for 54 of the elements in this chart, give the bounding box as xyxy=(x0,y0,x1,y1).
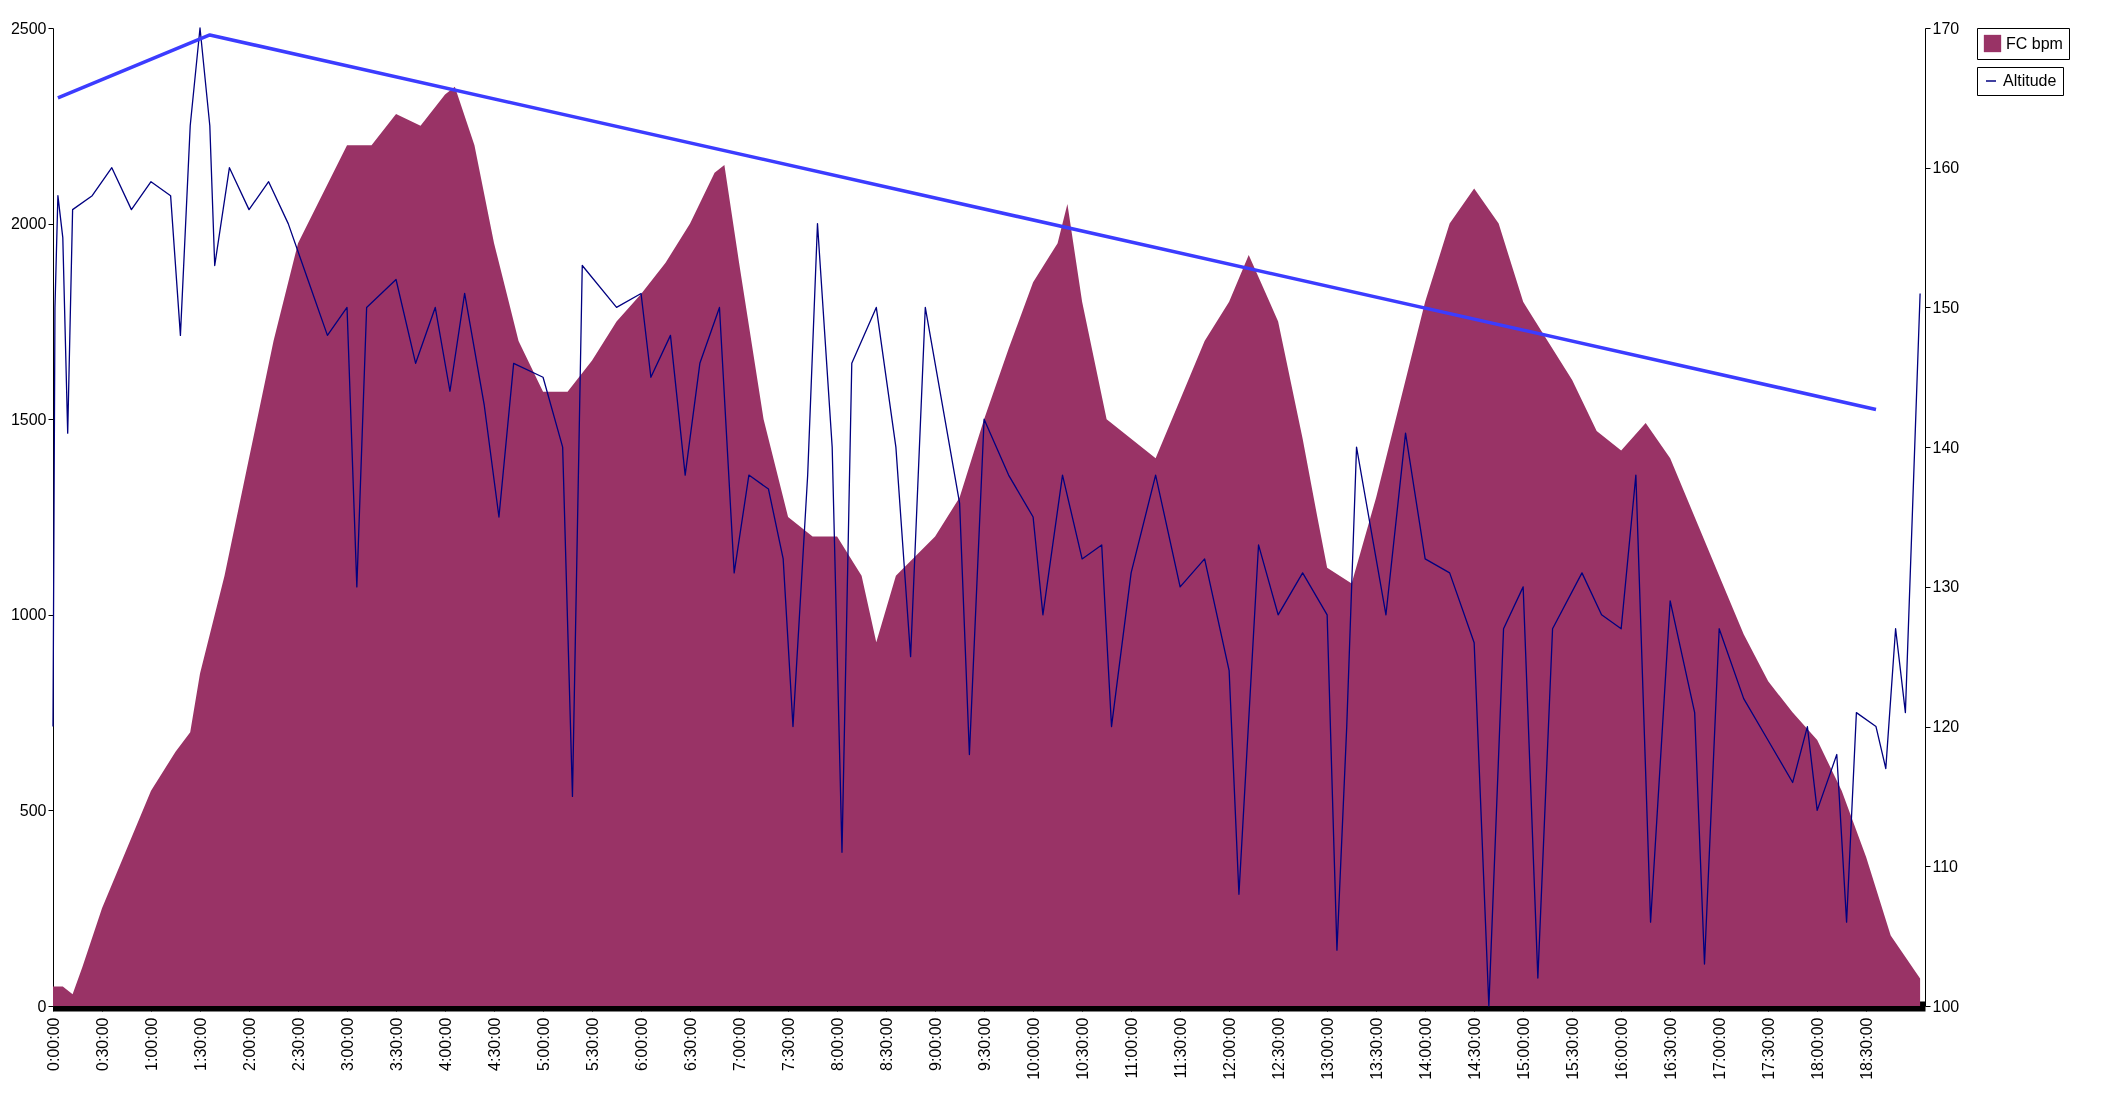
x-tick-label: 15:30:00 xyxy=(1563,1017,1581,1080)
x-tick-label: 9:30:00 xyxy=(975,1017,993,1071)
x-tick-label: 18:30:00 xyxy=(1857,1017,1875,1080)
y2-tick-label: 150 xyxy=(1932,298,1960,316)
x-tick-label: 13:00:00 xyxy=(1318,1017,1336,1080)
legend-label: Altitude xyxy=(2003,72,2057,89)
x-tick-label: 14:30:00 xyxy=(1465,1017,1483,1080)
y2-tick-label: 130 xyxy=(1932,578,1960,596)
x-tick-label: 8:30:00 xyxy=(877,1017,895,1071)
x-tick-label: 10:00:00 xyxy=(1024,1017,1042,1080)
y-tick-label: 2500 xyxy=(10,19,47,37)
x-tick-label: 6:30:00 xyxy=(681,1017,699,1071)
y-tick-label: 2000 xyxy=(10,215,47,233)
x-tick-label: 8:00:00 xyxy=(828,1017,846,1071)
x-tick-label: 7:00:00 xyxy=(730,1017,748,1071)
x-tick-label: 6:00:00 xyxy=(632,1017,650,1071)
x-tick-label: 2:30:00 xyxy=(289,1017,307,1071)
x-tick-label: 5:30:00 xyxy=(583,1017,601,1071)
x-tick-label: 5:00:00 xyxy=(534,1017,552,1071)
x-tick-label: 1:00:00 xyxy=(142,1017,160,1071)
y2-tick-label: 110 xyxy=(1932,857,1959,875)
x-tick-label: 13:30:00 xyxy=(1367,1017,1385,1080)
x-tick-label: 7:30:00 xyxy=(779,1017,797,1071)
x-tick-label: 11:30:00 xyxy=(1171,1017,1189,1079)
x-tick-label: 14:00:00 xyxy=(1416,1017,1434,1080)
y-tick-label: 0 xyxy=(37,997,47,1015)
x-tick-label: 3:30:00 xyxy=(387,1017,405,1071)
x-tick-label: 17:30:00 xyxy=(1759,1017,1777,1080)
x-tick-label: 0:30:00 xyxy=(93,1017,111,1071)
x-tick-label: 3:00:00 xyxy=(338,1017,356,1071)
x-tick-label: 1:30:00 xyxy=(191,1017,209,1071)
x-tick-label: 16:30:00 xyxy=(1661,1017,1679,1080)
y2-tick-label: 140 xyxy=(1932,438,1960,456)
x-tick-label: 11:00:00 xyxy=(1122,1017,1140,1079)
y-tick-label: 1000 xyxy=(10,606,47,624)
x-tick-label: 10:30:00 xyxy=(1073,1017,1091,1080)
y2-tick-label: 160 xyxy=(1932,159,1960,177)
x-tick-label: 2:00:00 xyxy=(240,1017,258,1071)
x-tick-label: 12:30:00 xyxy=(1269,1017,1287,1080)
y2-tick-label: 170 xyxy=(1932,19,1960,37)
x-tick-label: 12:00:00 xyxy=(1220,1017,1238,1080)
x-tick-label: 9:00:00 xyxy=(926,1017,944,1071)
y2-tick-label: 100 xyxy=(1932,997,1960,1015)
y-tick-label: 500 xyxy=(19,801,47,819)
x-tick-label: 16:00:00 xyxy=(1612,1017,1630,1080)
x-tick-label: 18:00:00 xyxy=(1808,1017,1826,1080)
y2-tick-label: 120 xyxy=(1932,718,1960,736)
x-tick-label: 4:30:00 xyxy=(485,1017,503,1071)
x-tick-label: 17:00:00 xyxy=(1710,1017,1728,1080)
x-tick-label: 4:00:00 xyxy=(436,1017,454,1071)
x-tick-label: 15:00:00 xyxy=(1514,1017,1532,1080)
x-tick-label: 0:00:00 xyxy=(44,1017,62,1071)
y-tick-label: 1500 xyxy=(10,410,47,428)
legend-label: FC bpm xyxy=(2006,34,2063,52)
